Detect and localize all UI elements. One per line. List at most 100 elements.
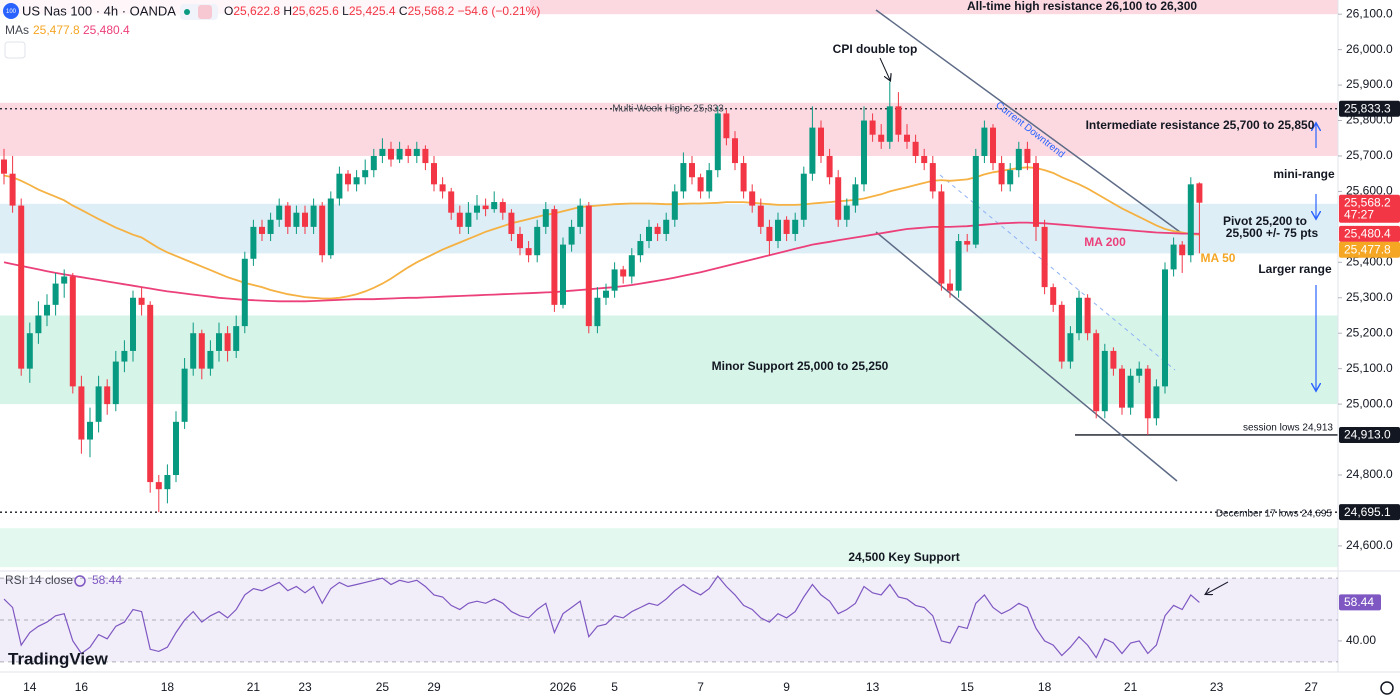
candle-body bbox=[336, 173, 343, 199]
candle-body bbox=[938, 191, 945, 284]
candle-body bbox=[646, 226, 652, 242]
candle-body bbox=[456, 212, 463, 227]
candle-body bbox=[878, 134, 885, 142]
candle-body bbox=[680, 163, 687, 192]
candle-body bbox=[929, 163, 936, 192]
candle-body bbox=[534, 226, 541, 256]
candle-body bbox=[284, 205, 291, 227]
rsi-pane bbox=[0, 575, 1338, 663]
ohlc-key: L bbox=[342, 4, 349, 18]
candle-body bbox=[706, 170, 713, 192]
candle-body bbox=[525, 248, 532, 256]
ohlc-value: 25,625.6 bbox=[292, 4, 339, 18]
candle-body bbox=[749, 191, 756, 206]
candle-body bbox=[663, 219, 670, 234]
candle-body bbox=[1067, 333, 1074, 362]
candle-body bbox=[26, 333, 33, 369]
y-tick-label: 26,100.0 bbox=[1346, 6, 1393, 20]
rsi-tag-label: 58.44 bbox=[1344, 595, 1374, 609]
x-tick-label: 5 bbox=[611, 680, 618, 694]
candle-body bbox=[224, 333, 231, 351]
level-tag bbox=[1339, 504, 1400, 521]
candle-body bbox=[147, 304, 154, 483]
zone-label: Intermediate resistance 25,700 to 25,850 bbox=[1086, 118, 1315, 132]
candle-body bbox=[697, 177, 704, 192]
candle-body bbox=[990, 127, 996, 164]
candle-body bbox=[826, 155, 833, 178]
ma-line bbox=[3, 221, 1200, 303]
zone-label: 25,500 +/- 75 pts bbox=[1226, 226, 1319, 240]
candle-body bbox=[1084, 297, 1091, 334]
candle-body bbox=[181, 368, 188, 422]
candle-body bbox=[508, 212, 515, 234]
candle-body bbox=[491, 202, 498, 210]
candle-body bbox=[293, 212, 300, 227]
x-tick-label: 25 bbox=[376, 680, 390, 694]
candle-body bbox=[792, 219, 799, 234]
y-tick-label: 25,300.0 bbox=[1346, 290, 1393, 304]
zone bbox=[0, 102, 1338, 156]
candle-body bbox=[964, 241, 971, 245]
candle-body bbox=[921, 155, 928, 164]
candle-body bbox=[474, 205, 480, 213]
candle-body bbox=[620, 269, 627, 277]
candle-body bbox=[904, 134, 910, 142]
candle-body bbox=[981, 127, 988, 156]
candle-body bbox=[345, 173, 351, 185]
candle-body bbox=[594, 297, 601, 327]
candle-body bbox=[233, 326, 240, 351]
annotation-arrow bbox=[879, 57, 890, 80]
candle-body bbox=[138, 297, 145, 305]
candle-body bbox=[818, 127, 824, 156]
candle-body bbox=[577, 205, 584, 227]
candle-body bbox=[1033, 163, 1039, 227]
collapse-button[interactable] bbox=[4, 41, 26, 59]
candle-body bbox=[259, 226, 265, 234]
level-note: session lows 24,913 bbox=[1243, 423, 1333, 434]
level-tag-label: 24,695.1 bbox=[1344, 505, 1391, 519]
level-tag bbox=[1339, 100, 1400, 117]
candle-body bbox=[112, 361, 119, 405]
candle-body bbox=[448, 191, 455, 213]
x-tick-label: 27 bbox=[1305, 680, 1319, 694]
candle-body bbox=[551, 209, 558, 305]
symbol-title: US Nas 100 · 4h · OANDA bbox=[22, 3, 176, 18]
candle-body bbox=[130, 297, 136, 351]
x-tick-label: 23 bbox=[1210, 680, 1224, 694]
candle-body bbox=[1007, 170, 1014, 185]
candle-body bbox=[1015, 148, 1022, 171]
candle-body bbox=[370, 155, 377, 171]
candle-body bbox=[1144, 368, 1151, 419]
ohlc: O25,622.8 H25,625.6 L25,425.4 C25,568.2 … bbox=[224, 4, 540, 18]
candle-body bbox=[654, 226, 661, 234]
candle-body bbox=[69, 276, 76, 387]
candle-body bbox=[388, 148, 394, 160]
annotation: mini-range bbox=[1273, 167, 1335, 181]
candle-body bbox=[1127, 375, 1134, 408]
candle-body bbox=[35, 315, 42, 334]
candle-body bbox=[1136, 368, 1143, 376]
candle-body bbox=[250, 226, 257, 259]
candle-body bbox=[173, 421, 179, 475]
candle-body bbox=[1024, 148, 1031, 164]
candle-body bbox=[611, 269, 618, 291]
candle-body bbox=[87, 421, 93, 440]
candle-body bbox=[689, 163, 695, 178]
candle-body bbox=[775, 219, 781, 242]
y-tick-label: 25,900.0 bbox=[1346, 77, 1393, 91]
price-tag bbox=[1339, 241, 1400, 258]
candle-body bbox=[714, 113, 721, 171]
candle-body bbox=[121, 350, 128, 362]
candle-body bbox=[843, 205, 850, 220]
candle-body bbox=[1110, 350, 1117, 369]
candle-body bbox=[1119, 368, 1125, 408]
x-tick-label: 16 bbox=[75, 680, 89, 694]
candle-body bbox=[241, 258, 248, 327]
rsi-icon bbox=[74, 575, 86, 587]
candle-body bbox=[783, 219, 790, 234]
trend-drawings bbox=[875, 9, 1316, 594]
settings-icon[interactable] bbox=[1380, 681, 1394, 695]
symbol-badge-text: 100 bbox=[6, 9, 17, 15]
level-note: Multi-Week Highs 25,833 bbox=[612, 104, 724, 115]
